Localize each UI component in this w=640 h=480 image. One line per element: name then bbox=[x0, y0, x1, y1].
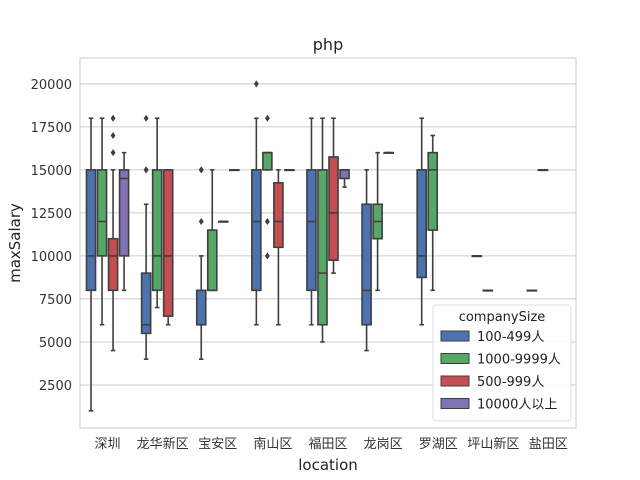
box-10000人以上 bbox=[118, 151, 130, 292]
box-1000-9999人 bbox=[262, 114, 273, 260]
box-500-999人 bbox=[107, 114, 119, 352]
box-500-999人 bbox=[217, 220, 229, 223]
box-iqr bbox=[151, 169, 163, 292]
box-500-999人 bbox=[162, 169, 174, 326]
outlier bbox=[264, 217, 270, 225]
box-500-999人 bbox=[383, 151, 394, 154]
box-100-499人 bbox=[85, 117, 97, 412]
legend-label: 100-499人 bbox=[477, 330, 544, 345]
box-iqr bbox=[251, 169, 262, 292]
y-axis-label: maxSalary bbox=[6, 203, 24, 283]
outlier bbox=[110, 149, 116, 157]
outlier bbox=[143, 166, 149, 174]
y-tick-label: 17500 bbox=[31, 121, 72, 136]
box-iqr bbox=[339, 169, 350, 180]
box-iqr bbox=[273, 181, 284, 249]
box-iqr bbox=[195, 289, 207, 326]
outlier bbox=[253, 80, 259, 88]
box-1000-9999人 bbox=[427, 134, 439, 292]
outlier bbox=[264, 252, 270, 260]
x-tick-labels: 深圳 龙华新区 宝安区 南山区 福田区 龙岗区 罗湖区 坪山新区 盐田区 bbox=[95, 436, 568, 452]
box-1000-9999人 bbox=[96, 117, 108, 326]
outlier bbox=[198, 166, 204, 174]
box-100-499人 bbox=[195, 166, 207, 360]
legend-swatch bbox=[440, 375, 470, 387]
x-tick-label: 坪山新区 bbox=[467, 436, 519, 452]
x-tick-label: 福田区 bbox=[308, 437, 347, 452]
box-10000人以上 bbox=[339, 169, 350, 188]
box-100-499人 bbox=[140, 114, 152, 360]
box-iqr bbox=[317, 169, 328, 326]
box-iqr bbox=[361, 203, 372, 326]
outlier bbox=[110, 131, 116, 139]
x-axis-label: location bbox=[298, 456, 358, 474]
legend-title: companySize bbox=[459, 310, 546, 325]
box-iqr bbox=[206, 229, 218, 292]
y-tick-label: 7500 bbox=[39, 293, 72, 308]
box-iqr bbox=[427, 151, 439, 231]
outlier bbox=[143, 114, 149, 122]
box-1000-9999人 bbox=[372, 151, 383, 292]
outlier bbox=[110, 114, 116, 122]
box-iqr bbox=[328, 156, 339, 262]
grid bbox=[80, 83, 576, 386]
box-iqr bbox=[140, 272, 152, 335]
box-iqr bbox=[262, 151, 273, 171]
box-10000人以上 bbox=[284, 169, 295, 172]
y-tick-label: 12500 bbox=[31, 207, 72, 222]
legend-label: 500-999人 bbox=[477, 375, 544, 390]
box-1000-9999人 bbox=[537, 169, 549, 172]
box-100-499人 bbox=[471, 255, 483, 258]
x-tick-label: 罗湖区 bbox=[419, 437, 458, 452]
box-100-499人 bbox=[526, 289, 538, 292]
box-iqr bbox=[96, 169, 108, 257]
box-iqr bbox=[118, 169, 130, 257]
box-iqr bbox=[306, 169, 317, 292]
box-500-999人 bbox=[273, 169, 284, 326]
box-100-499人 bbox=[416, 117, 428, 326]
box-1000-9999人 bbox=[206, 169, 218, 292]
x-tick-label: 盐田区 bbox=[529, 437, 568, 452]
y-tick-label: 20000 bbox=[31, 78, 72, 93]
plot-frame bbox=[79, 57, 577, 429]
x-tick-label: 龙岗区 bbox=[364, 437, 403, 452]
box-1000-9999人 bbox=[151, 117, 163, 309]
boxes bbox=[85, 80, 549, 412]
legend: companySize 100-499人 1000-9999人 500-999人 100… bbox=[432, 304, 572, 422]
box-10000人以上 bbox=[228, 169, 240, 172]
y-tick-label: 5000 bbox=[39, 336, 72, 351]
x-tick-label: 龙华新区 bbox=[137, 436, 189, 452]
legend-label: 10000人以上 bbox=[477, 398, 557, 413]
outlier bbox=[198, 217, 204, 225]
x-tick-label: 南山区 bbox=[253, 436, 292, 452]
x-tick-label: 深圳 bbox=[95, 437, 121, 452]
box-100-499人 bbox=[361, 169, 372, 352]
y-tick-label: 10000 bbox=[31, 250, 72, 265]
y-tick-label: 2500 bbox=[39, 379, 72, 394]
x-tick-label: 宝安区 bbox=[198, 437, 237, 452]
box-500-999人 bbox=[328, 117, 339, 274]
box-iqr bbox=[85, 169, 97, 292]
outlier bbox=[264, 114, 270, 122]
legend-swatch bbox=[440, 398, 470, 409]
legend-label: 1000-9999人 bbox=[477, 353, 561, 368]
box-100-499人 bbox=[306, 117, 317, 326]
legend-swatch bbox=[440, 330, 470, 342]
box-1000-9999人 bbox=[317, 117, 328, 343]
box-100-499人 bbox=[251, 80, 262, 326]
chart-title: php bbox=[313, 35, 343, 54]
y-tick-label: 15000 bbox=[31, 164, 72, 179]
y-tick-labels: 2500 5000 7500 10000 12500 15000 17500 20000 bbox=[31, 78, 72, 394]
box-iqr bbox=[162, 169, 174, 317]
legend-swatch bbox=[440, 353, 470, 364]
box-iqr bbox=[107, 237, 119, 292]
box-iqr bbox=[416, 169, 428, 279]
box-1000-9999人 bbox=[482, 289, 494, 292]
